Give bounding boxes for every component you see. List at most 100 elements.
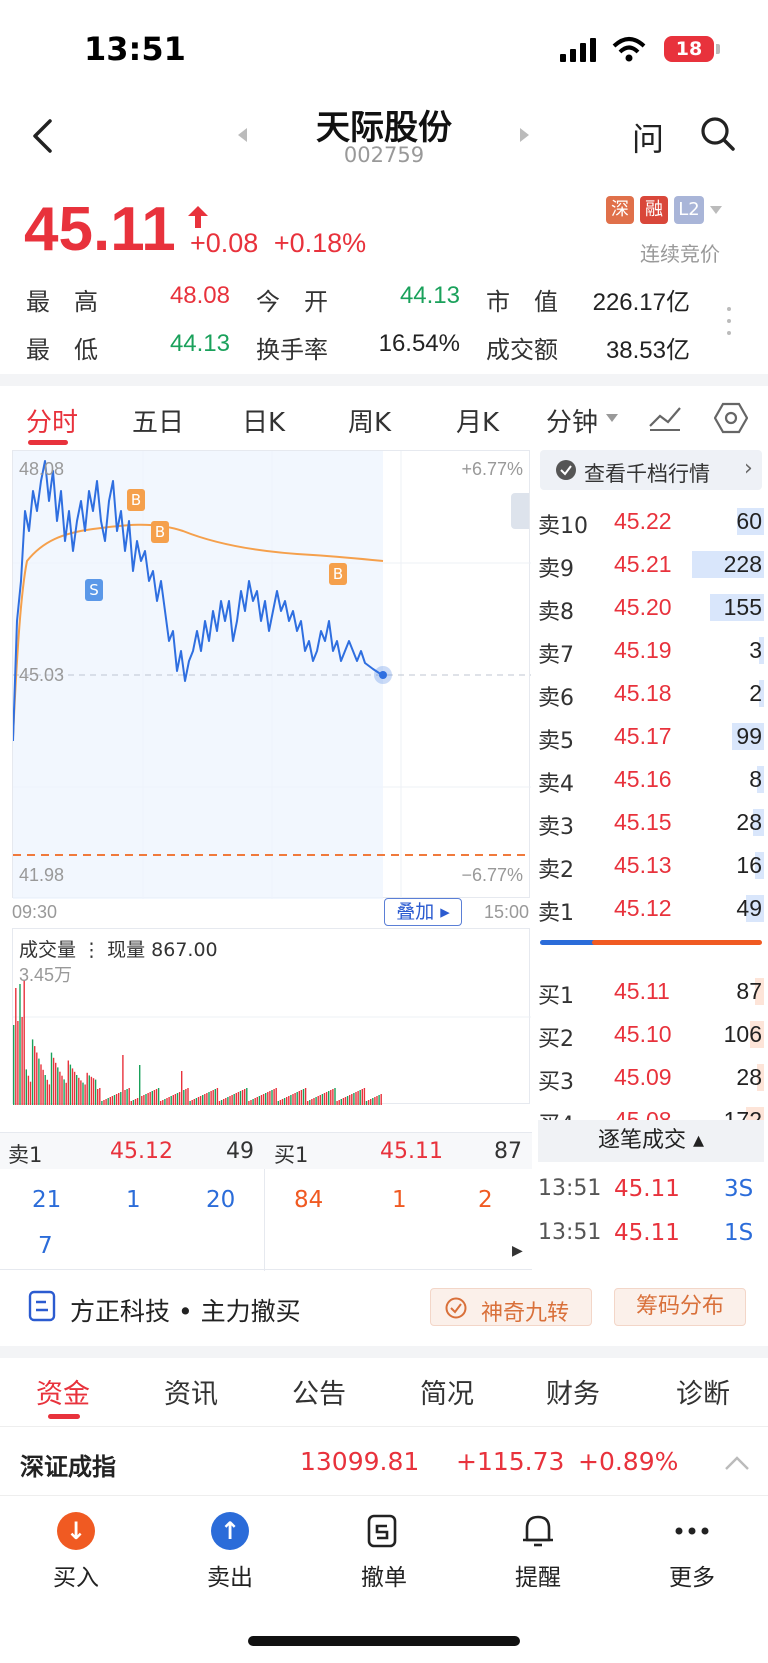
search-icon[interactable] xyxy=(700,116,736,152)
ask-row[interactable]: 卖4 45.16 8 xyxy=(538,758,764,801)
buy-button[interactable]: ↓ 买入 xyxy=(16,1512,136,1592)
tab-daily-k[interactable]: 日K xyxy=(242,408,286,438)
alert-button[interactable]: 提醒 xyxy=(478,1512,598,1592)
tab-minute[interactable]: 分钟 xyxy=(546,408,599,438)
depth-bar xyxy=(757,766,764,793)
sell-marker[interactable]: S xyxy=(85,579,103,601)
volume-bar xyxy=(363,1088,366,1105)
more-vertical-icon[interactable] xyxy=(726,306,732,336)
chevron-down-icon[interactable] xyxy=(606,414,618,422)
ask-row[interactable]: 卖5 45.17 99 xyxy=(538,715,764,758)
volume-label: 成交量 xyxy=(19,939,77,961)
ticks-header[interactable]: 逐笔成交 ▴ xyxy=(538,1120,764,1162)
queue-sell-qty: 49 xyxy=(226,1139,254,1164)
chevron-up-icon[interactable] xyxy=(724,1455,750,1471)
ask-row[interactable]: 卖8 45.20 155 xyxy=(538,586,764,629)
intraday-chart[interactable]: 48.08 45.03 41.98 +6.77% −6.77% B B S B xyxy=(12,450,531,899)
buy-marker[interactable]: B xyxy=(329,563,347,585)
volume-bar xyxy=(279,1100,282,1105)
tab-monthly-k[interactable]: 月K xyxy=(456,408,500,438)
volume-bar xyxy=(365,1101,368,1105)
volume-chart[interactable]: 成交量 ⋮ 现量 867.00 3.45万 xyxy=(12,928,531,1105)
level-price: 45.10 xyxy=(614,1021,672,1047)
volume-bar xyxy=(220,1100,223,1105)
nine-turns-label: 神奇九转 xyxy=(481,1301,570,1326)
nine-turns-button[interactable]: 神奇九转 xyxy=(430,1288,592,1326)
prev-stock-icon[interactable] xyxy=(238,128,248,142)
ask-row[interactable]: 卖6 45.18 2 xyxy=(538,672,764,715)
level-label: 买1 xyxy=(538,984,574,1009)
queue-buy-price: 45.11 xyxy=(380,1139,443,1164)
volume-bar xyxy=(258,1096,261,1105)
volume-bar xyxy=(132,1100,135,1105)
tab-diagnosis[interactable]: 诊断 xyxy=(676,1379,730,1410)
change-percent: +0.18% xyxy=(273,228,367,258)
level2-tag[interactable]: L2 xyxy=(674,196,704,224)
volume-bar xyxy=(346,1096,349,1105)
volume-bar xyxy=(349,1095,351,1105)
settings-hex-icon[interactable] xyxy=(714,402,748,434)
ask-button[interactable]: 问 xyxy=(632,120,665,158)
ask-row[interactable]: 卖2 45.13 16 xyxy=(538,844,764,887)
volume-bar xyxy=(315,1097,317,1105)
collapse-handle[interactable] xyxy=(511,493,529,529)
ask-row[interactable]: 卖10 45.22 60 xyxy=(538,500,764,543)
chip-distribution-button[interactable]: 筹码分布 xyxy=(614,1288,746,1326)
signal-source[interactable]: 方正科技 • 主力撤买 xyxy=(70,1297,301,1326)
stat-label-market-cap: 市 值 xyxy=(486,288,558,316)
volume-bar xyxy=(281,1099,284,1105)
stat-label-high: 最 高 xyxy=(26,288,98,316)
cancel-order-button[interactable]: 撤单 xyxy=(324,1512,444,1592)
indicator-icon[interactable] xyxy=(648,404,682,432)
volume-bar xyxy=(40,1064,42,1105)
sell-button[interactable]: ↑ 卖出 xyxy=(170,1512,290,1592)
ask-row[interactable]: 卖9 45.21 228 xyxy=(538,543,764,586)
ask-row[interactable]: 卖7 45.19 3 xyxy=(538,629,764,672)
bid-row[interactable]: 买3 45.09 28 xyxy=(538,1056,764,1099)
volume-bar xyxy=(105,1099,107,1105)
level-label: 卖8 xyxy=(538,600,574,625)
chevron-down-icon[interactable] xyxy=(710,206,722,214)
volume-bar xyxy=(250,1100,252,1105)
tab-profile[interactable]: 简况 xyxy=(420,1379,474,1410)
level-label: 买3 xyxy=(538,1070,574,1095)
buy-marker[interactable]: B xyxy=(151,521,169,543)
next-stock-icon[interactable] xyxy=(520,128,530,142)
tab-weekly-k[interactable]: 周K xyxy=(348,408,392,438)
tab-five-day[interactable]: 五日 xyxy=(132,408,185,438)
tick-volume: 3S xyxy=(724,1176,754,1202)
volume-bar xyxy=(256,1097,258,1105)
back-icon[interactable] xyxy=(30,118,54,154)
ask-row[interactable]: 卖3 45.15 28 xyxy=(538,801,764,844)
index-ticker[interactable]: 深证成指 13099.81 +115.73 +0.89% xyxy=(0,1426,768,1496)
more-button[interactable]: 更多 xyxy=(632,1512,752,1592)
tab-news[interactable]: 资讯 xyxy=(164,1379,218,1410)
bid-row[interactable]: 买1 45.11 87 xyxy=(538,970,764,1013)
tab-finance[interactable]: 财务 xyxy=(546,1379,600,1410)
change-amount: +0.08 xyxy=(190,228,259,258)
depth-bar xyxy=(753,809,764,836)
overlay-button[interactable]: 叠加 ▸ xyxy=(384,898,462,926)
pct-axis-top: +6.77% xyxy=(461,459,523,479)
volume-bar xyxy=(136,1098,139,1105)
stock-code: 002759 xyxy=(343,143,425,167)
view-full-depth-button[interactable]: 查看千档行情 › xyxy=(540,450,762,490)
buy-marker[interactable]: B xyxy=(127,489,145,511)
stat-value-amount: 38.53亿 xyxy=(605,337,690,364)
tab-announcement[interactable]: 公告 xyxy=(292,1379,346,1410)
ask-row[interactable]: 卖1 45.12 49 xyxy=(538,887,764,930)
info-tab-underline xyxy=(48,1414,80,1419)
bid-row[interactable]: 买2 45.10 106 xyxy=(538,1013,764,1056)
volume-bar xyxy=(82,1082,84,1105)
stat-value-market-cap: 226.17亿 xyxy=(592,289,690,316)
volume-bar xyxy=(309,1100,311,1105)
volume-bar xyxy=(374,1097,376,1105)
volume-bar xyxy=(172,1095,174,1105)
volume-bar xyxy=(380,1094,382,1105)
volume-bar xyxy=(319,1095,321,1105)
status-bar: 13:51 18 xyxy=(0,0,768,96)
tab-intraday[interactable]: 分时 xyxy=(26,408,79,438)
tab-capital[interactable]: 资金 xyxy=(36,1379,90,1410)
volume-bar xyxy=(122,1055,124,1105)
queue-expand-icon[interactable]: ▶ xyxy=(512,1243,523,1259)
